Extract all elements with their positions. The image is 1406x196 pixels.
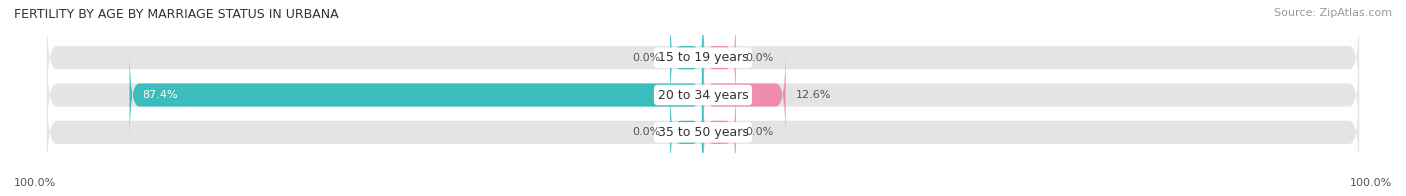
Text: 100.0%: 100.0%: [14, 178, 56, 188]
Text: 0.0%: 0.0%: [745, 53, 773, 63]
Text: 12.6%: 12.6%: [796, 90, 831, 100]
Text: 0.0%: 0.0%: [633, 127, 661, 137]
FancyBboxPatch shape: [671, 88, 703, 177]
FancyBboxPatch shape: [46, 51, 1360, 139]
Text: 15 to 19 years: 15 to 19 years: [658, 51, 748, 64]
Text: 0.0%: 0.0%: [745, 127, 773, 137]
FancyBboxPatch shape: [703, 88, 735, 177]
Text: 20 to 34 years: 20 to 34 years: [658, 89, 748, 102]
Text: FERTILITY BY AGE BY MARRIAGE STATUS IN URBANA: FERTILITY BY AGE BY MARRIAGE STATUS IN U…: [14, 8, 339, 21]
Text: 87.4%: 87.4%: [142, 90, 179, 100]
Text: Source: ZipAtlas.com: Source: ZipAtlas.com: [1274, 8, 1392, 18]
FancyBboxPatch shape: [671, 13, 703, 102]
FancyBboxPatch shape: [129, 51, 703, 139]
FancyBboxPatch shape: [703, 13, 735, 102]
Text: 35 to 50 years: 35 to 50 years: [658, 126, 748, 139]
FancyBboxPatch shape: [703, 51, 786, 139]
FancyBboxPatch shape: [46, 13, 1360, 102]
Text: 100.0%: 100.0%: [1350, 178, 1392, 188]
FancyBboxPatch shape: [46, 88, 1360, 177]
Text: 0.0%: 0.0%: [633, 53, 661, 63]
